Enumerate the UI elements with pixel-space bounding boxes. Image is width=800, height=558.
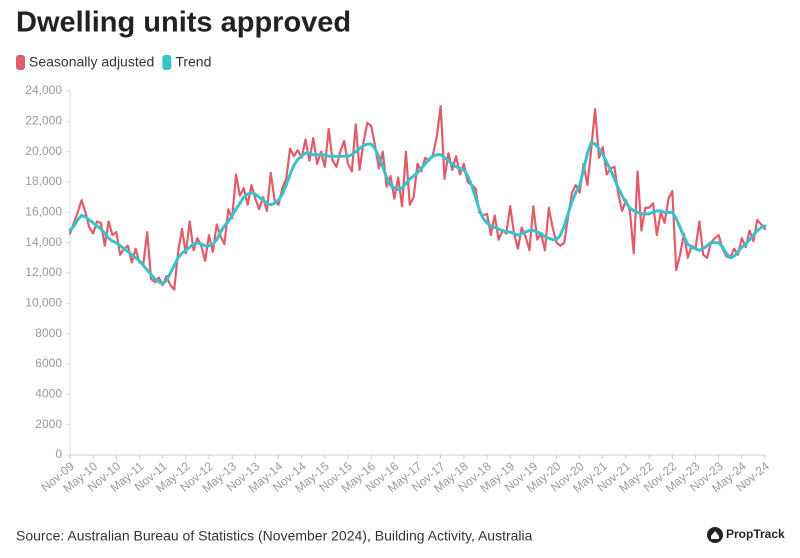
brand: PropTrack <box>726 527 785 541</box>
legend-swatch <box>16 55 25 70</box>
y-tick-label: 12,000 <box>25 265 62 279</box>
y-tick-label: 24,000 <box>25 83 62 97</box>
y-tick-label: 8000 <box>35 326 62 340</box>
legend-label: Seasonally adjusted <box>29 54 154 70</box>
y-tick-label: 14,000 <box>25 235 62 249</box>
legend-label: Trend <box>175 54 211 70</box>
y-tick-label: 22,000 <box>25 114 62 128</box>
series-line <box>68 141 767 286</box>
y-tick-label: 20,000 <box>25 144 62 158</box>
source: Source: Australian Bureau of Statistics … <box>16 528 533 544</box>
brand-icon <box>711 531 719 539</box>
series-line <box>68 105 767 291</box>
y-tick-label: 10,000 <box>25 296 62 310</box>
chart-title: Dwelling units approved <box>16 7 351 39</box>
y-tick-label: 4000 <box>35 387 62 401</box>
y-tick-label: 0 <box>55 447 62 461</box>
y-tick-label: 2000 <box>35 417 62 431</box>
legend-swatch <box>162 55 172 70</box>
y-tick-label: 6000 <box>35 356 62 370</box>
y-tick-label: 18,000 <box>25 174 62 188</box>
y-tick-label: 16,000 <box>25 205 62 219</box>
